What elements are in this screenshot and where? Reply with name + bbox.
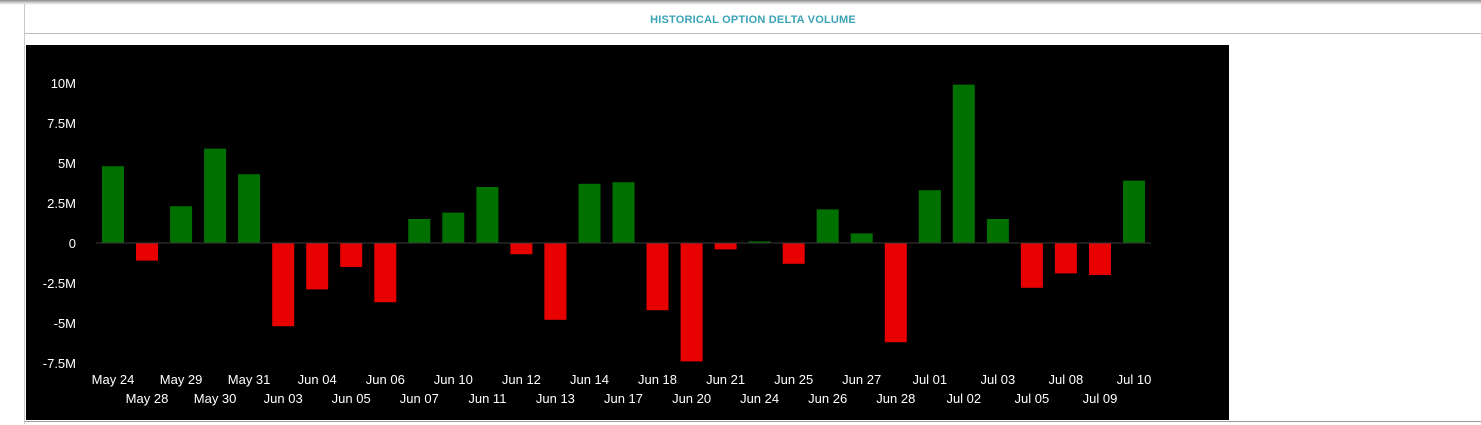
x-tick-label: Jun 27 bbox=[842, 372, 881, 387]
bar bbox=[1089, 243, 1111, 275]
x-tick-label: Jun 05 bbox=[332, 391, 371, 406]
bar bbox=[204, 148, 227, 243]
y-tick-label: 10M bbox=[51, 76, 76, 91]
x-tick-label: Jun 28 bbox=[876, 391, 915, 406]
x-tick-label: Jun 24 bbox=[740, 391, 779, 406]
x-tick-label: Jun 07 bbox=[400, 391, 439, 406]
title-divider bbox=[25, 33, 1481, 34]
x-tick-label: May 28 bbox=[126, 391, 169, 406]
x-tick-label: May 29 bbox=[160, 372, 203, 387]
x-tick-label: May 30 bbox=[194, 391, 237, 406]
bar bbox=[850, 233, 873, 243]
x-tick-label: Jul 02 bbox=[946, 391, 981, 406]
x-tick-label: Jun 04 bbox=[298, 372, 337, 387]
top-shadow bbox=[0, 0, 1481, 5]
y-axis: 10M 7.5M 5M 2.5M 0 -2.5M -5M -7.5M bbox=[43, 76, 76, 371]
y-tick-label: 0 bbox=[69, 236, 76, 251]
left-divider bbox=[24, 4, 25, 424]
x-tick-label: Jun 03 bbox=[264, 391, 303, 406]
bottom-divider bbox=[25, 421, 1481, 422]
x-tick-label: Jun 13 bbox=[536, 391, 575, 406]
bar bbox=[816, 209, 839, 243]
delta-volume-chart: 10M 7.5M 5M 2.5M 0 -2.5M -5M -7.5M May 24 May 28… bbox=[26, 45, 1229, 420]
bar bbox=[340, 243, 363, 267]
chart-svg: 10M 7.5M 5M 2.5M 0 -2.5M -5M -7.5M May 24 May 28… bbox=[43, 76, 1152, 406]
y-tick-label: -2.5M bbox=[43, 276, 76, 291]
x-tick-label: Jul 01 bbox=[912, 372, 947, 387]
bar bbox=[578, 183, 601, 243]
bar bbox=[306, 243, 329, 290]
x-tick-label: Jul 08 bbox=[1049, 372, 1084, 387]
bar bbox=[884, 243, 907, 343]
bars bbox=[102, 84, 1145, 362]
bar bbox=[374, 243, 397, 303]
bar bbox=[1123, 180, 1145, 243]
x-tick-label: Jun 06 bbox=[366, 372, 405, 387]
x-tick-label: Jul 03 bbox=[981, 372, 1016, 387]
bar bbox=[612, 182, 635, 243]
bar bbox=[476, 187, 499, 243]
x-tick-label: Jun 18 bbox=[638, 372, 677, 387]
bar bbox=[442, 212, 465, 243]
x-tick-label: Jun 17 bbox=[604, 391, 643, 406]
y-tick-label: 2.5M bbox=[47, 196, 76, 211]
x-tick-label: May 24 bbox=[92, 372, 135, 387]
bar bbox=[1020, 243, 1043, 288]
y-tick-label: -7.5M bbox=[43, 356, 76, 371]
bar bbox=[272, 243, 295, 327]
x-tick-label: Jun 10 bbox=[434, 372, 473, 387]
bar bbox=[748, 241, 771, 243]
bar bbox=[986, 219, 1009, 243]
x-tick-label: Jun 21 bbox=[706, 372, 745, 387]
bar bbox=[170, 206, 193, 243]
bar bbox=[238, 174, 261, 243]
bar bbox=[952, 84, 975, 243]
x-tick-label: Jul 09 bbox=[1083, 391, 1118, 406]
bar bbox=[136, 243, 158, 261]
x-tick-label: Jun 12 bbox=[502, 372, 541, 387]
x-tick-label: Jun 11 bbox=[468, 391, 506, 406]
bar bbox=[510, 243, 533, 255]
y-tick-label: 5M bbox=[58, 156, 76, 171]
bar bbox=[646, 243, 669, 311]
bar bbox=[102, 166, 124, 243]
bar bbox=[1054, 243, 1077, 274]
bar bbox=[918, 190, 941, 243]
panel-title: HISTORICAL OPTION DELTA VOLUME bbox=[650, 14, 856, 26]
bar bbox=[408, 219, 431, 243]
bar bbox=[714, 243, 737, 250]
bar bbox=[680, 243, 703, 362]
x-tick-label: Jul 05 bbox=[1015, 391, 1050, 406]
x-tick-label: Jun 14 bbox=[570, 372, 609, 387]
bar bbox=[782, 243, 805, 264]
x-tick-label: Jun 25 bbox=[774, 372, 813, 387]
x-tick-label: Jul 10 bbox=[1117, 372, 1152, 387]
y-tick-label: 7.5M bbox=[47, 116, 76, 131]
bar bbox=[544, 243, 567, 320]
x-tick-label: May 31 bbox=[228, 372, 271, 387]
y-tick-label: -5M bbox=[54, 316, 76, 331]
x-tick-label: Jun 20 bbox=[672, 391, 711, 406]
x-axis: May 24 May 28 May 29 May 30 May 31 Jun 03 Jun … bbox=[92, 372, 1152, 406]
x-tick-label: Jun 26 bbox=[808, 391, 847, 406]
